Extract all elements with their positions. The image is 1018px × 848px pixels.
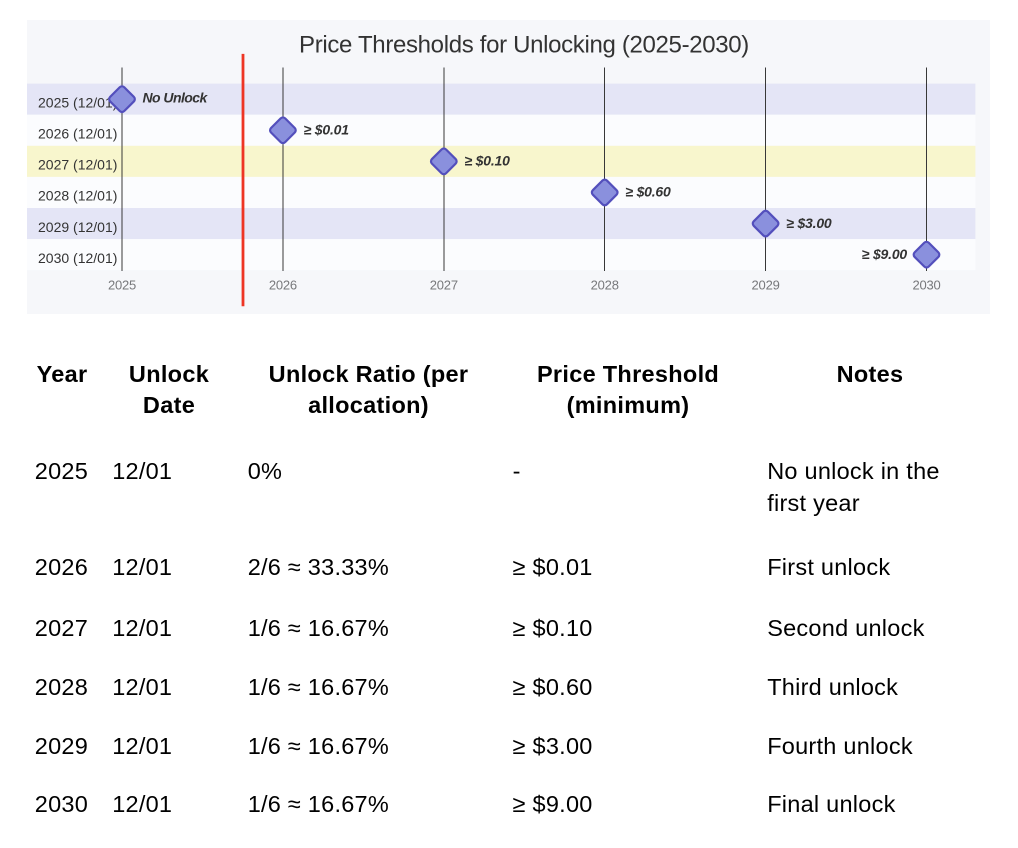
svg-text:2029 (12/01): 2029 (12/01)	[38, 219, 117, 235]
svg-text:2025: 2025	[108, 278, 136, 293]
svg-text:2026 (12/01): 2026 (12/01)	[38, 126, 117, 142]
svg-text:Price Thresholds for Unlocking: Price Thresholds for Unlocking (2025-203…	[299, 31, 749, 58]
svg-text:≥ $3.00: ≥ $3.00	[786, 215, 832, 231]
svg-text:≥ $0.01: ≥ $0.01	[304, 122, 350, 138]
svg-text:2027 (12/01): 2027 (12/01)	[38, 157, 117, 173]
svg-text:2028 (12/01): 2028 (12/01)	[38, 188, 117, 204]
svg-text:2026: 2026	[269, 278, 297, 293]
svg-text:2027: 2027	[430, 278, 458, 293]
svg-text:No Unlock: No Unlock	[143, 90, 209, 106]
svg-text:≥ $0.60: ≥ $0.60	[625, 184, 671, 200]
svg-text:≥ $9.00: ≥ $9.00	[862, 246, 908, 262]
svg-text:2029: 2029	[752, 278, 780, 293]
svg-text:2025 (12/01): 2025 (12/01)	[38, 94, 117, 110]
svg-text:≥ $0.10: ≥ $0.10	[465, 153, 511, 169]
svg-text:2030: 2030	[912, 278, 940, 293]
svg-text:2028: 2028	[591, 278, 619, 293]
svg-text:2030 (12/01): 2030 (12/01)	[38, 250, 117, 266]
